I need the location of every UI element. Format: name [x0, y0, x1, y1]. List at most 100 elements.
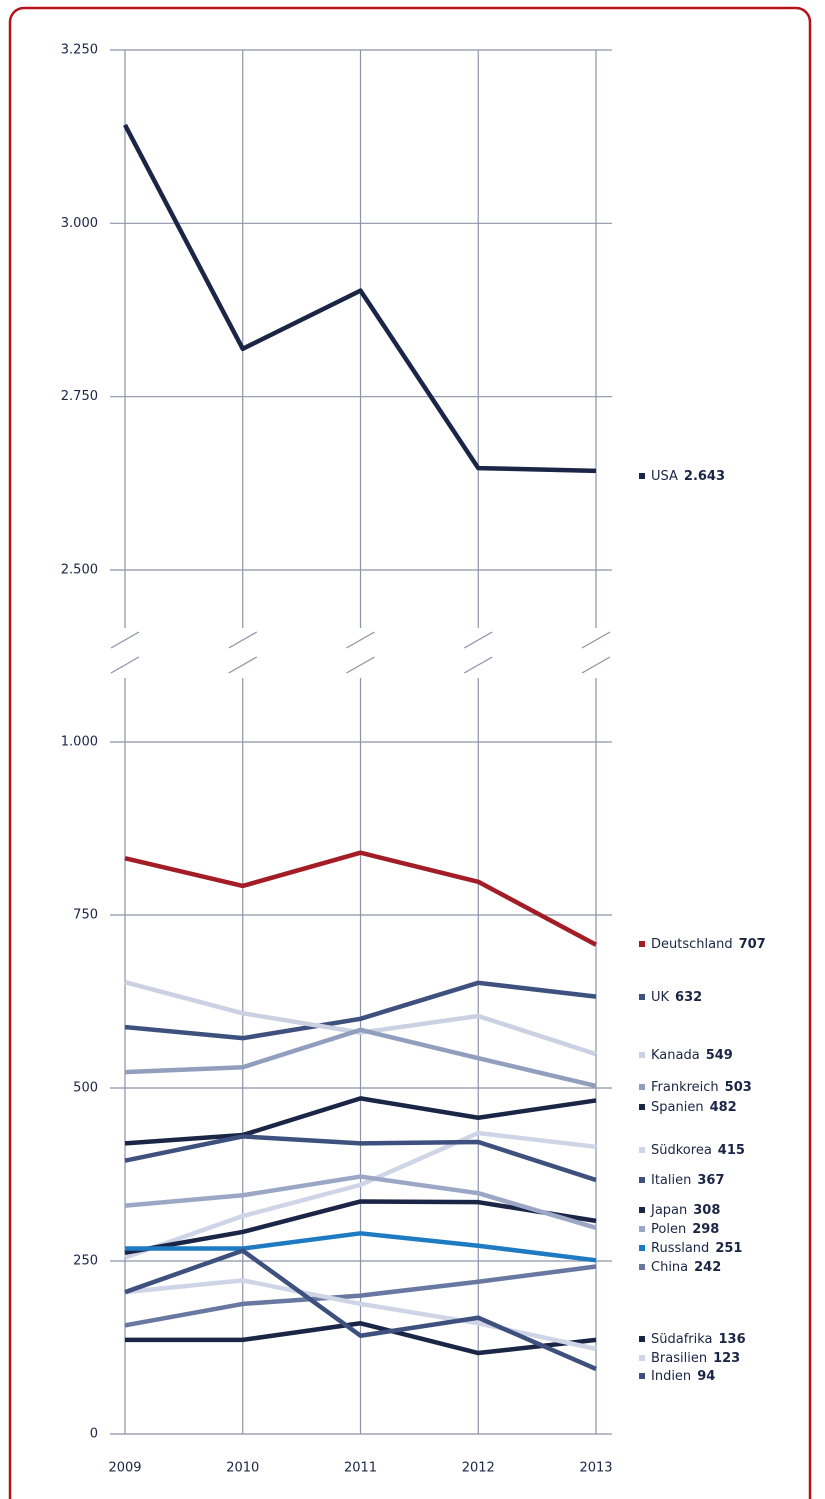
- frame: [8, 6, 812, 1499]
- y-tick-label: 1.000: [61, 735, 98, 750]
- legend-entry: Frankreich 503: [651, 1080, 752, 1095]
- series-line: [124, 850, 598, 947]
- end-value-label: 367: [697, 1173, 724, 1188]
- legend-name: Deutschland: [651, 937, 733, 952]
- legend-name: Kanada: [651, 1048, 700, 1063]
- legend-entry: Südafrika 136: [651, 1332, 746, 1347]
- break-mark: [346, 656, 375, 674]
- legend-entry: UK 632: [651, 990, 702, 1005]
- break-mark: [463, 631, 493, 649]
- legend-entry: Brasilien 123: [651, 1351, 740, 1366]
- x-tick-label: 2010: [226, 1461, 259, 1476]
- legend-swatch: [639, 994, 645, 1000]
- legend-name: USA: [651, 469, 678, 484]
- end-value-label: 298: [692, 1222, 719, 1237]
- end-value-label: 94: [697, 1369, 715, 1384]
- end-value-label: 549: [706, 1048, 733, 1063]
- legend-name: Italien: [651, 1173, 691, 1188]
- y-tick-label: 2.500: [61, 563, 98, 578]
- legend-swatch: [639, 1355, 645, 1361]
- legend-name: Japan: [650, 1203, 687, 1218]
- y-tick-label: 0: [90, 1427, 98, 1442]
- legend-entry: Polen 298: [651, 1222, 719, 1237]
- series-line: [123, 123, 597, 474]
- break-mark: [463, 656, 493, 674]
- x-tick-label: 2012: [462, 1461, 495, 1476]
- legend-swatch: [639, 1245, 645, 1251]
- series-line: [124, 1096, 597, 1146]
- end-value-label: 707: [739, 937, 766, 952]
- end-value-label: 482: [710, 1100, 737, 1115]
- series-line: [125, 1231, 597, 1263]
- legend-swatch: [639, 1084, 645, 1090]
- legend-entry: Indien 94: [651, 1369, 715, 1384]
- series-line: [124, 979, 597, 1057]
- end-value-label: 415: [718, 1143, 745, 1158]
- series-line: [124, 980, 597, 1041]
- end-value-label: 632: [675, 990, 702, 1005]
- legend-entry: Japan 308: [650, 1203, 720, 1218]
- legend-swatch: [639, 1226, 645, 1232]
- y-tick-label: 250: [73, 1254, 98, 1269]
- end-value-label: 308: [693, 1203, 720, 1218]
- break-mark: [228, 656, 258, 674]
- break-mark: [346, 631, 375, 649]
- legend-name: Spanien: [651, 1100, 704, 1115]
- legend-swatch: [639, 1147, 645, 1153]
- legend-entry: USA 2.643: [651, 469, 725, 484]
- legend-entry: Spanien 482: [651, 1100, 737, 1115]
- legend-swatch: [639, 1104, 645, 1110]
- end-value-label: 242: [694, 1260, 721, 1275]
- legend-swatch: [639, 1207, 645, 1213]
- legend-entry: Russland 251: [651, 1241, 742, 1256]
- y-tick-label: 3.000: [61, 216, 98, 231]
- legend-entry: Italien 367: [651, 1173, 725, 1188]
- series-line: [124, 1174, 597, 1230]
- y-tick-label: 3.250: [61, 43, 98, 58]
- legend-swatch: [639, 941, 645, 947]
- series-line: [124, 1248, 597, 1372]
- series-line: [124, 1027, 597, 1089]
- x-tick-label: 2011: [344, 1461, 377, 1476]
- legend-name: China: [651, 1260, 688, 1275]
- legend-entry: Deutschland 707: [651, 937, 766, 952]
- end-value-label: 123: [713, 1351, 740, 1366]
- legend-name: Russland: [651, 1241, 709, 1256]
- legend-swatch: [639, 473, 645, 479]
- legend-entry: China 242: [651, 1260, 721, 1275]
- y-tick-label: 500: [73, 1081, 98, 1096]
- break-mark: [581, 631, 611, 649]
- legend-name: Frankreich: [651, 1080, 719, 1095]
- series-line: [124, 1130, 597, 1260]
- series-line: [124, 1264, 597, 1328]
- break-mark: [110, 631, 140, 649]
- legend-swatch: [639, 1264, 645, 1270]
- series-line: [124, 1278, 597, 1352]
- legend-swatch: [639, 1177, 645, 1183]
- break-mark: [110, 656, 140, 674]
- y-tick-label: 750: [73, 908, 98, 923]
- series-line: [125, 1321, 597, 1356]
- legend-name: Indien: [651, 1369, 691, 1384]
- legend-name: Brasilien: [651, 1351, 707, 1366]
- break-mark: [581, 656, 611, 674]
- legend-swatch: [639, 1373, 645, 1379]
- end-value-label: 251: [715, 1241, 742, 1256]
- legend-name: Südkorea: [651, 1143, 712, 1158]
- legend-name: UK: [651, 990, 670, 1005]
- break-mark: [228, 631, 258, 649]
- end-value-label: 503: [725, 1080, 752, 1095]
- end-value-label: 136: [719, 1332, 746, 1347]
- end-value-label: 2.643: [684, 469, 725, 484]
- series-line: [124, 1134, 597, 1183]
- legend-entry: Südkorea 415: [651, 1143, 745, 1158]
- y-tick-label: 2.750: [61, 389, 98, 404]
- x-tick-label: 2013: [579, 1461, 612, 1476]
- legend-name: Südafrika: [651, 1332, 713, 1347]
- series-line: [124, 1199, 597, 1255]
- legend-entry: Kanada 549: [651, 1048, 733, 1063]
- x-tick-label: 2009: [108, 1461, 141, 1476]
- legend-swatch: [639, 1336, 645, 1342]
- legend-swatch: [639, 1052, 645, 1058]
